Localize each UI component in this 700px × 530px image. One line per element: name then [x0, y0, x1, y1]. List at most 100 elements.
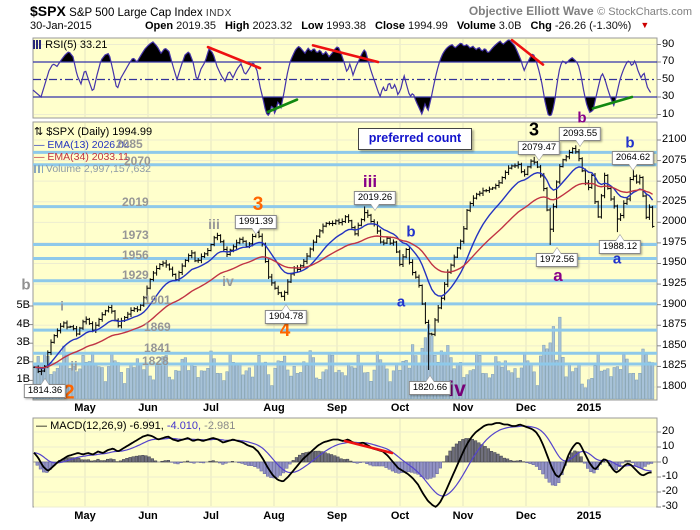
volume-axis-label: 2B [16, 354, 30, 367]
month-label: Oct [390, 510, 410, 522]
wave-label-iv: iv [448, 378, 466, 401]
quote-label: Open [145, 20, 177, 32]
volume-legend-text: Volume 2,997,157,632 [45, 163, 152, 175]
macd-axis-label: -20 [662, 485, 678, 497]
price-axis-label: 1950 [662, 256, 687, 269]
wave-label-4: 4 [279, 320, 291, 341]
quote-value: 2019.35 [176, 20, 216, 32]
pivot-price-label: 1869 [144, 320, 171, 334]
ema34-legend: — EMA(34) 2033.11 [34, 151, 129, 163]
month-label: Jul [203, 510, 219, 522]
macd-value-2: -4.010, [163, 420, 202, 432]
price-axis-label: 2100 [662, 133, 687, 145]
pivot-price-label: 1901 [144, 293, 171, 307]
quote-value: 1993.38 [326, 20, 367, 32]
quote-row: Open 2019.35 High 2023.32 Low 1993.38 Close… [145, 20, 649, 32]
price-axis-label: 1875 [662, 318, 687, 331]
quote-label: Close [375, 20, 409, 32]
month-label: Sep [326, 402, 348, 414]
wave-label-iii: iii [362, 172, 378, 191]
candlesticks [33, 145, 655, 376]
updown-arrows-icon: ⇅ [34, 126, 44, 138]
price-callout: 1820.66 [408, 381, 452, 395]
wave-label-b: b [577, 109, 587, 127]
month-label: Sep [326, 510, 348, 522]
price-callout: 2019.26 [353, 191, 397, 205]
month-label: 2015 [576, 510, 602, 522]
macd-axis-label: 20 [662, 425, 675, 437]
price-axis-label: 2000 [662, 215, 687, 228]
quote-label: Low [301, 20, 327, 32]
rsi-legend: RSI(5) 33.21 [33, 39, 107, 51]
volume-legend: Volume 2,997,157,632 [34, 163, 151, 175]
rsi-panel-bg [32, 37, 658, 119]
price-legend: ⇅ $SPX (Daily) 1994.99 [34, 125, 152, 138]
rsi-trendline-green [591, 95, 634, 110]
quote-label: High [224, 20, 253, 32]
macd-axis-label: 0 [662, 455, 669, 467]
brand-line: Objective Elliott Wave © StockCharts.com [469, 4, 692, 18]
rsi-indicator-icon [33, 40, 42, 49]
wave-label-b: b [625, 134, 635, 152]
ema34-line [34, 182, 653, 369]
pivot-price-label: 1956 [122, 248, 149, 262]
month-label: Oct [390, 402, 410, 414]
callout-pointer [535, 154, 543, 160]
copyright: © StockCharts.com [597, 6, 692, 18]
macd-swatch: — [36, 420, 47, 432]
pivot-price-label: 1973 [122, 228, 149, 242]
month-label: Aug [263, 510, 285, 522]
callout-pointer [252, 228, 260, 234]
rsi-overbought-fill [33, 40, 652, 62]
price-callout: 1814.36 [23, 384, 67, 398]
rsi-axis-label: 70 [662, 55, 675, 67]
macd-signal-line [33, 425, 652, 497]
macd-trendline-red [343, 439, 394, 455]
volume-axis-label: 5B [16, 299, 30, 311]
quote-value: 1994.99 [408, 20, 448, 32]
pivot-price-label: 1841 [144, 341, 171, 355]
price-callout: 2093.55 [558, 127, 602, 141]
pivot-price-label: 1929 [122, 268, 149, 282]
price-axis-label: 2025 [662, 194, 687, 207]
price-callout: 1988.12 [598, 240, 642, 254]
callout-pointer [371, 204, 379, 210]
wave-label-2: 2 [63, 381, 75, 404]
callout-pointer [576, 140, 584, 146]
macd-legend: — MACD(12,26,9) -6.991, -4.010, -2.981 [36, 420, 235, 432]
month-label: Jun [138, 510, 158, 522]
main-x-axis: May Jun Jul Aug Sep Oct Nov Dec 2015 [33, 402, 657, 416]
quote-label: Chg [530, 20, 555, 32]
ema34-legend-text: EMA(34) 2033.11 [47, 151, 129, 163]
price-axis-label: 1800 [662, 379, 687, 392]
volume-axis-label: 3B [16, 336, 30, 349]
price-axis-label: 1850 [662, 338, 687, 351]
quote-item: Chg -26.26 (-1.30%) [530, 20, 631, 32]
pivot-price-label: 2019 [122, 195, 149, 209]
rsi-axis-label: 10 [662, 107, 675, 120]
quote-value: 2023.32 [252, 20, 293, 32]
pivot-price-label: 2085 [116, 137, 143, 151]
callout-pointer [553, 248, 561, 254]
rsi-legend-text: RSI(5) 33.21 [45, 39, 108, 51]
macd-line [33, 422, 652, 508]
quote-item: High 2023.32 [225, 20, 292, 32]
macd-value-1: -6.991, [126, 420, 164, 432]
rsi-oversold-fill [33, 97, 652, 116]
volume-bars-icon [34, 165, 43, 173]
quote-item: Low 1993.38 [301, 20, 366, 32]
price-callout: 1972.56 [535, 253, 579, 267]
price-axis-label: 1975 [662, 235, 687, 248]
ema34-swatch: — [34, 151, 45, 163]
callout-pointer [616, 235, 624, 241]
wave-label-3: 3 [252, 194, 264, 215]
rsi-axis-label: 30 [662, 90, 675, 102]
quote-value: -26.26 (-1.30%) [554, 20, 632, 32]
month-label: Nov [452, 510, 474, 522]
volume-axis-label: 1B [16, 373, 30, 386]
wave-label-a: a [612, 250, 622, 268]
wave-label-b: b [21, 276, 31, 294]
ema13-swatch: — [34, 139, 45, 151]
month-label: Aug [263, 402, 285, 414]
wave-label-i: i [60, 298, 64, 314]
